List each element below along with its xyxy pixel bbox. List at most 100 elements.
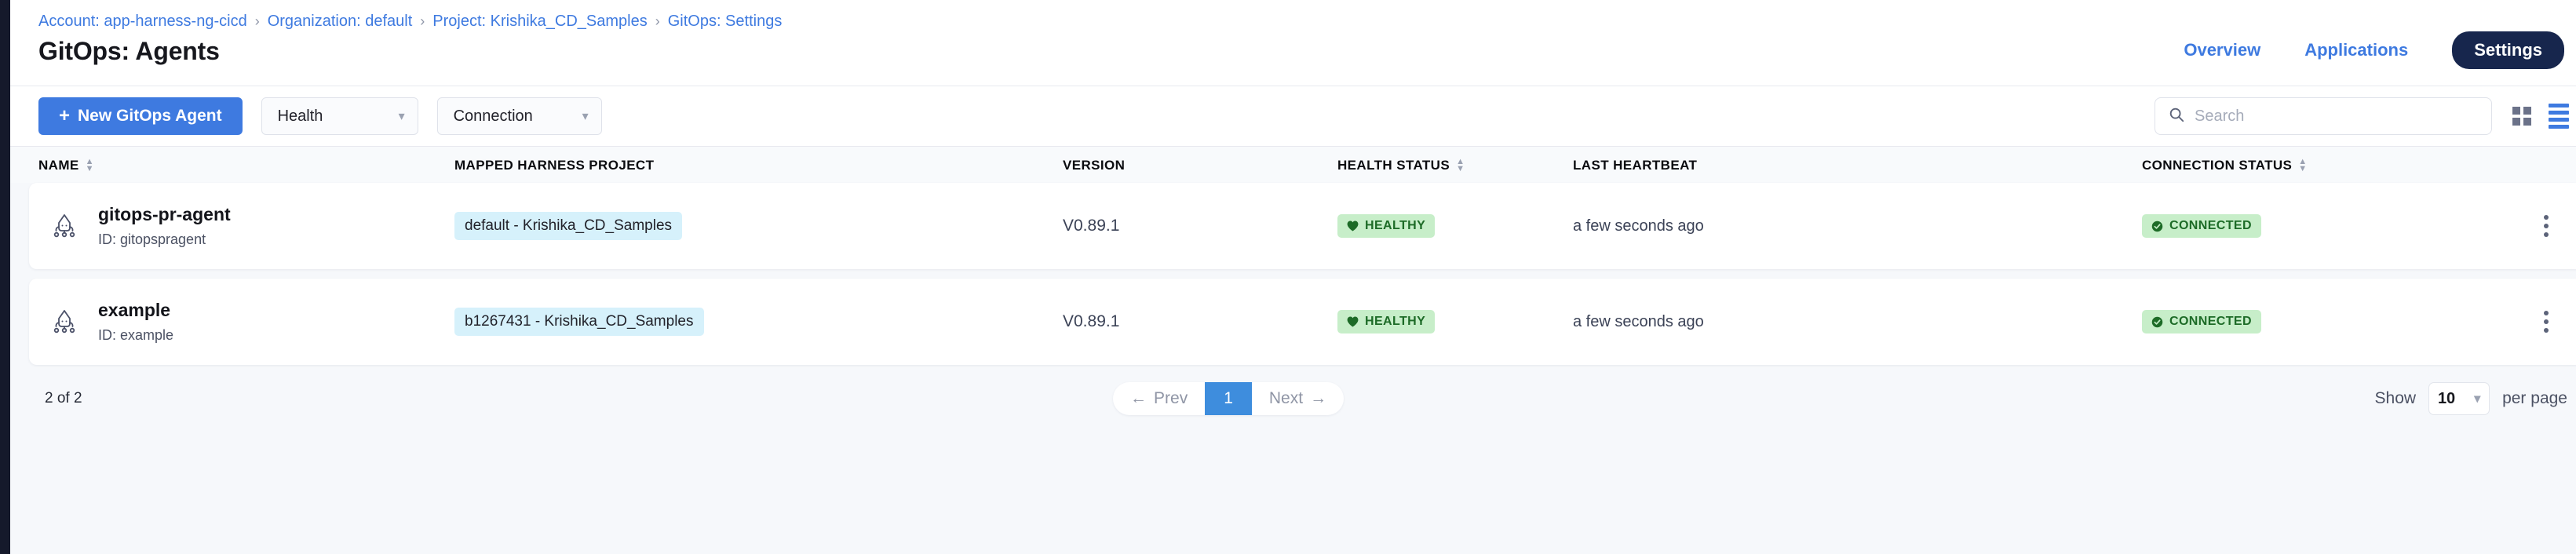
show-label: Show (2374, 389, 2417, 407)
row-heartbeat-cell: a few seconds ago (1573, 313, 2142, 331)
new-gitops-agent-button[interactable]: + New GitOps Agent (38, 97, 243, 135)
breadcrumb: Account: app-harness-ng-cicd › Organizat… (38, 13, 782, 31)
row-project-cell: default - Krishika_CD_Samples (454, 212, 1063, 240)
connection-status-label: CONNECTED (2169, 219, 2252, 232)
toolbar: + New GitOps Agent Health ▾ Connection ▾ (10, 86, 2576, 147)
connection-status-badge: CONNECTED (2142, 310, 2261, 333)
breadcrumb-item-account[interactable]: Account: app-harness-ng-cicd (38, 13, 247, 30)
check-circle-icon (2151, 221, 2163, 232)
health-filter-select[interactable]: Health ▾ (261, 97, 418, 135)
row-health-cell: HEALTHY (1337, 310, 1573, 333)
grid-view-icon[interactable] (2512, 107, 2531, 126)
agent-id: ID: gitopspragent (98, 231, 206, 247)
table-row[interactable]: gitops-pr-agent ID: gitopspragent defaul… (29, 183, 2576, 269)
agent-id: ID: example (98, 327, 174, 343)
sort-icon[interactable]: ▲ ▼ (85, 157, 94, 173)
search-input[interactable] (2195, 107, 2479, 126)
table-container: NAME ▲ ▼ MAPPED HARNESS PROJECT VERSION H… (10, 147, 2576, 554)
gitops-agent-icon (48, 210, 81, 242)
search-box[interactable] (2155, 97, 2492, 135)
connection-filter-select[interactable]: Connection ▾ (436, 97, 602, 135)
list-view-icon[interactable] (2549, 104, 2569, 129)
table-footer: 2 of 2 ← Prev 1 Next → Show 10 (10, 365, 2576, 431)
chevron-down-icon: ▾ (398, 110, 405, 123)
health-status-label: HEALTHY (1365, 315, 1426, 328)
breadcrumb-separator-icon: › (655, 13, 660, 29)
arrow-left-icon: ← (1130, 389, 1148, 407)
mapped-project-chip: default - Krishika_CD_Samples (454, 212, 683, 240)
column-header-mapped-harness-project: MAPPED HARNESS PROJECT (454, 158, 1063, 173)
table-row[interactable]: example ID: example b1267431 - Krishika_… (29, 279, 2576, 365)
column-header-name: NAME ▲ ▼ (38, 158, 454, 173)
row-health-cell: HEALTHY (1337, 214, 1573, 238)
row-heartbeat-cell: a few seconds ago (1573, 217, 2142, 235)
page-container: Account: app-harness-ng-cicd › Organizat… (10, 0, 2576, 554)
table-header-row: NAME ▲ ▼ MAPPED HARNESS PROJECT VERSION H… (10, 147, 2576, 183)
column-header-connection-status: CONNECTION STATUS ▲ ▼ (2142, 158, 2519, 173)
page-header: Account: app-harness-ng-cicd › Organizat… (10, 0, 2576, 86)
page-size-value: 10 (2437, 389, 2456, 407)
tab-applications[interactable]: Applications (2304, 40, 2409, 60)
gitops-agent-icon (48, 305, 81, 338)
column-header-last-heartbeat-label: LAST HEARTBEAT (1573, 158, 1698, 173)
header-left: Account: app-harness-ng-cicd › Organizat… (38, 13, 782, 66)
row-connection-cell: CONNECTED (2142, 214, 2519, 238)
check-circle-icon (2151, 316, 2163, 328)
sort-icon[interactable]: ▲ ▼ (1456, 157, 1465, 173)
more-options-icon[interactable] (2538, 304, 2555, 339)
connection-status-label: CONNECTED (2169, 315, 2252, 328)
row-project-cell: b1267431 - Krishika_CD_Samples (454, 308, 1063, 336)
column-header-version: VERSION (1063, 158, 1337, 173)
health-status-badge: HEALTHY (1337, 310, 1436, 333)
chevron-down-icon: ▾ (2474, 392, 2481, 406)
row-name-cell: gitops-pr-agent ID: gitopspragent (38, 204, 454, 248)
breadcrumb-item-gitops-settings[interactable]: GitOps: Settings (667, 13, 783, 30)
row-actions-cell (2519, 209, 2574, 243)
agent-version: V0.89.1 (1063, 312, 1120, 330)
health-status-label: HEALTHY (1365, 219, 1426, 232)
next-page-label: Next (1268, 389, 1304, 407)
sort-icon[interactable]: ▲ ▼ (2298, 157, 2308, 173)
search-icon (2168, 106, 2185, 127)
page-size-control: Show 10 ▾ per page (2375, 382, 2567, 415)
more-options-icon[interactable] (2538, 209, 2555, 243)
column-header-connection-status-label: CONNECTION STATUS (2142, 158, 2293, 173)
last-heartbeat-value: a few seconds ago (1573, 312, 1704, 330)
header-tabs: Overview Applications Settings (2184, 13, 2574, 69)
page-title: GitOps: Agents (38, 37, 220, 65)
next-page-button[interactable]: Next → (1252, 382, 1344, 415)
column-header-health-status: HEALTH STATUS ▲ ▼ (1337, 158, 1573, 173)
heart-icon (1347, 316, 1359, 327)
column-header-version-label: VERSION (1063, 158, 1126, 173)
per-page-label: per page (2502, 389, 2567, 407)
new-gitops-agent-label: New GitOps Agent (78, 107, 222, 125)
chevron-down-icon: ▾ (582, 110, 589, 123)
page-number-1[interactable]: 1 (1205, 382, 1252, 415)
column-header-health-status-label: HEALTH STATUS (1337, 158, 1450, 173)
arrow-right-icon: → (1310, 389, 1327, 407)
tab-settings[interactable]: Settings (2452, 31, 2564, 69)
row-version-cell: V0.89.1 (1063, 312, 1337, 331)
row-name-cell: example ID: example (38, 300, 454, 344)
mapped-project-chip: b1267431 - Krishika_CD_Samples (454, 308, 704, 336)
view-toggles (2512, 104, 2569, 129)
column-header-mapped-harness-project-label: MAPPED HARNESS PROJECT (454, 158, 655, 173)
connection-filter-label: Connection (453, 107, 533, 125)
agent-version: V0.89.1 (1063, 217, 1120, 235)
tab-overview[interactable]: Overview (2184, 40, 2261, 60)
column-header-last-heartbeat: LAST HEARTBEAT (1573, 158, 2142, 173)
connection-status-badge: CONNECTED (2142, 214, 2261, 238)
agent-name: gitops-pr-agent (98, 204, 231, 224)
row-connection-cell: CONNECTED (2142, 310, 2519, 333)
page-size-select[interactable]: 10 ▾ (2428, 382, 2490, 415)
pagination: ← Prev 1 Next → (1113, 382, 1345, 415)
plus-icon: + (59, 105, 71, 126)
side-nav-rail (0, 0, 10, 554)
heart-icon (1347, 221, 1359, 231)
breadcrumb-separator-icon: › (254, 13, 260, 29)
health-status-badge: HEALTHY (1337, 214, 1436, 238)
breadcrumb-item-project[interactable]: Project: Krishika_CD_Samples (432, 13, 648, 30)
prev-page-button[interactable]: ← Prev (1113, 382, 1205, 415)
breadcrumb-item-organization[interactable]: Organization: default (267, 13, 413, 30)
toolbar-left: + New GitOps Agent Health ▾ Connection ▾ (38, 97, 602, 135)
